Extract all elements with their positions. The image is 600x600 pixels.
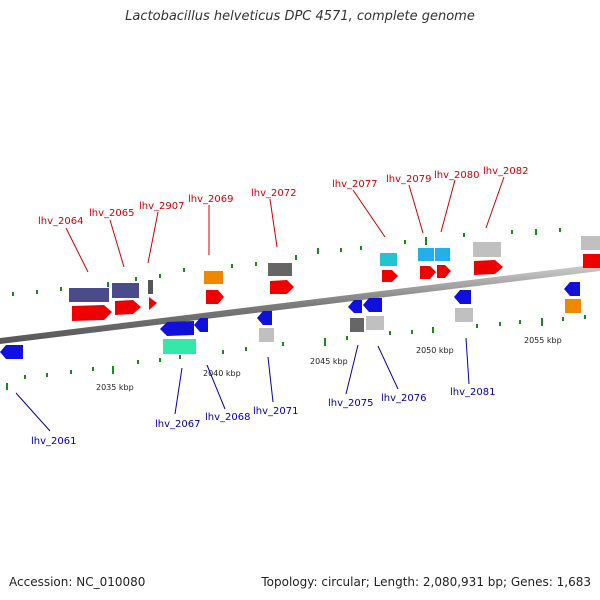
scale-tick-label: 2045 kbp — [310, 357, 348, 366]
gene-arrow[interactable] — [160, 321, 194, 336]
gene-label[interactable]: lhv_2080 — [434, 170, 479, 181]
gene-arrow[interactable] — [257, 311, 272, 325]
forward-strand-features — [69, 236, 600, 321]
gene-label[interactable]: lhv_2061 — [31, 436, 76, 447]
gene-arrow[interactable] — [363, 298, 382, 312]
top-label-leaders — [65, 176, 505, 273]
gene-feature[interactable] — [583, 254, 600, 268]
gene-label[interactable]: lhv_2065 — [89, 208, 134, 219]
gene-arrow[interactable] — [437, 265, 451, 278]
gene-label[interactable]: lhv_2069 — [188, 194, 233, 205]
map-title: Lactobacillus helveticus DPC 4571, compl… — [125, 9, 475, 24]
gene-arrow[interactable] — [72, 305, 112, 321]
gene-arrow[interactable] — [115, 300, 141, 315]
top-gene-labels: lhv_2064 lhv_2065 lhv_2907 lhv_2069 lhv_… — [38, 166, 528, 227]
gene-feature[interactable] — [259, 328, 274, 342]
gene-feature[interactable] — [455, 308, 473, 322]
scale-tick-label: 2035 kbp — [96, 383, 134, 392]
gene-label[interactable]: lhv_2079 — [386, 174, 431, 185]
scale-tick-label: 2040 kbp — [203, 369, 241, 378]
gene-arrow[interactable] — [382, 270, 398, 282]
gene-feature[interactable] — [163, 339, 196, 354]
gene-label[interactable]: lhv_2077 — [332, 179, 377, 190]
bottom-gene-labels: lhv_2061 lhv_2067 lhv_2068 lhv_2071 lhv_… — [31, 387, 495, 447]
genome-summary-text: Topology: circular; Length: 2,080,931 bp… — [261, 575, 591, 589]
gene-feature[interactable] — [366, 316, 384, 330]
gene-label[interactable]: lhv_2075 — [328, 398, 373, 409]
gene-arrow[interactable] — [206, 290, 224, 304]
genome-backbone — [0, 264, 600, 344]
tick-track-upper — [12, 228, 561, 296]
gene-label[interactable]: lhv_2072 — [251, 188, 296, 199]
gene-feature[interactable] — [112, 283, 139, 298]
gene-label[interactable]: lhv_2064 — [38, 216, 83, 227]
gene-arrow[interactable] — [0, 345, 23, 359]
gene-label[interactable]: lhv_2067 — [155, 419, 200, 430]
gene-feature[interactable] — [435, 248, 450, 261]
gene-arrow[interactable] — [420, 266, 436, 279]
scale-tick-label: 2055 kbp — [524, 336, 562, 345]
gene-label[interactable]: lhv_2068 — [205, 412, 250, 423]
gene-feature[interactable] — [380, 253, 397, 266]
tick-track-lower — [6, 315, 586, 390]
gene-label[interactable]: lhv_2081 — [450, 387, 495, 398]
reverse-strand-features — [0, 282, 581, 359]
gene-label[interactable]: lhv_2907 — [139, 201, 184, 212]
gene-feature[interactable] — [565, 299, 581, 313]
gene-feature[interactable] — [418, 248, 434, 261]
gene-feature[interactable] — [350, 318, 364, 332]
accession-text: Accession: NC_010080 — [9, 575, 146, 589]
scale-tick-label: 2050 kbp — [416, 346, 454, 355]
bottom-label-leaders — [15, 337, 470, 432]
gene-feature[interactable] — [581, 236, 600, 250]
gene-arrow[interactable] — [194, 318, 208, 332]
gene-feature[interactable] — [148, 280, 153, 294]
gene-label[interactable]: lhv_2071 — [253, 406, 298, 417]
gene-feature[interactable] — [204, 271, 223, 284]
gene-label[interactable]: lhv_2082 — [483, 166, 528, 177]
gene-arrow[interactable] — [474, 260, 503, 275]
gene-arrow[interactable] — [149, 297, 157, 310]
gene-feature[interactable] — [268, 263, 292, 276]
gene-arrow[interactable] — [348, 300, 362, 313]
gene-feature[interactable] — [473, 242, 501, 257]
gene-arrow[interactable] — [564, 282, 580, 296]
gene-feature[interactable] — [69, 288, 109, 302]
gene-arrow[interactable] — [454, 290, 471, 304]
gene-label[interactable]: lhv_2076 — [381, 393, 426, 404]
gene-arrow[interactable] — [270, 280, 294, 294]
